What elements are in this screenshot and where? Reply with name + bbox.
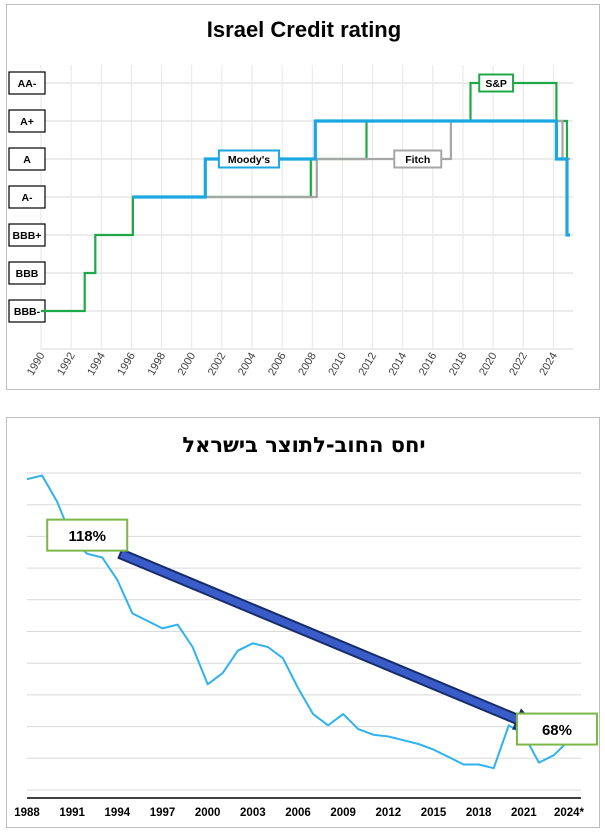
credit-rating-chart-panel: Israel Credit rating BBB- BBB BBB+ A- A A+ AA- 1… [6, 4, 600, 390]
x-tick-label: 1994 [105, 807, 131, 819]
x-tick-label: 2024 [537, 351, 560, 378]
x-tick-label: 2021 [511, 807, 537, 819]
x-tick-label: 2006 [266, 351, 289, 378]
x-tick-label: 2002 [206, 351, 229, 378]
x-tick-label: 2000 [176, 351, 199, 378]
y-tick-label: BBB- [14, 306, 41, 318]
debt-to-gdp-chart-panel: יחס החוב-לתוצר בישראל 1988 1991 1994 1997 200… [6, 417, 600, 828]
x-tick-label: 2020 [477, 351, 500, 378]
y-tick-label-box: A- [8, 185, 46, 209]
x-tick-label: 1990 [25, 351, 48, 378]
credit-rating-chart: Israel Credit rating BBB- BBB BBB+ A- A A+ AA- 1… [8, 17, 573, 378]
series-line-fitch [132, 119, 570, 199]
x-tick-label: 2015 [421, 807, 447, 819]
x-tick-label: 2003 [240, 807, 266, 819]
debt-to-gdp-chart: יחס החוב-לתוצר בישראל 1988 1991 1994 1997 200… [14, 433, 598, 819]
x-tick-label: 1998 [146, 351, 169, 378]
y-tick-label: A- [21, 192, 33, 204]
x-tick-label: 2016 [417, 351, 440, 378]
x-tick-label: 2000 [195, 807, 221, 819]
annotation-text: 118% [68, 528, 106, 545]
y-tick-box [8, 109, 46, 133]
x-tick-label: 1991 [59, 807, 85, 819]
y-tick-label-box: A+ [8, 109, 46, 133]
x-tick-label: 2008 [296, 351, 319, 378]
y-tick-box [8, 71, 46, 95]
y-tick-label-box: BBB- [8, 299, 46, 323]
annotation: 118% [46, 518, 129, 552]
series-label-box [478, 73, 515, 93]
series-label: Moody's [217, 149, 281, 169]
y-tick-box [8, 223, 46, 247]
x-tick-label: 1992 [55, 351, 78, 378]
x-tick-label: 1988 [14, 807, 40, 819]
y-tick-box [8, 147, 46, 171]
y-tick-label: BBB+ [13, 230, 42, 242]
x-tick-label: 1996 [115, 351, 138, 378]
series-label-text: Fitch [405, 154, 430, 166]
y-tick-label-box: BBB+ [8, 223, 46, 247]
series-line-moodys [132, 119, 570, 237]
series-label-text: S&P [485, 78, 507, 90]
x-tick-label: 2012 [376, 807, 402, 819]
x-tick-label: 1997 [150, 807, 176, 819]
x-tick-label: 2009 [330, 807, 356, 819]
x-tick-label: 1994 [85, 351, 108, 378]
y-tick-box [8, 261, 46, 285]
y-tick-box [8, 185, 46, 209]
x-tick-label: 2010 [326, 351, 349, 378]
x-tick-label: 2004 [236, 351, 259, 378]
x-tick-label: 2018 [466, 807, 492, 819]
gridlines [40, 65, 573, 350]
x-tick-label: 2018 [447, 351, 470, 378]
y-tick-label: AA- [18, 78, 37, 90]
x-tick-label: 2024* [554, 807, 585, 819]
y-tick-label: BBB [16, 268, 39, 280]
y-tick-label-box: A [8, 147, 46, 171]
trend-arrow [117, 548, 538, 730]
annotation-box [515, 712, 598, 746]
annotation: 68% [515, 712, 598, 746]
series-label-text: Moody's [228, 154, 270, 166]
y-tick-label: A [23, 154, 31, 166]
series-label-box [393, 149, 443, 169]
x-tick-label: 2022 [507, 351, 530, 378]
x-tick-label: 2014 [387, 351, 410, 378]
series-label: Fitch [393, 149, 443, 169]
chart-title: יחס החוב-לתוצר בישראל [182, 433, 425, 457]
series-label: S&P [478, 73, 515, 93]
y-tick-label: A+ [20, 116, 34, 128]
chart-title: Israel Credit rating [207, 17, 401, 42]
y-tick-label-box: AA- [8, 71, 46, 95]
y-tick-label-box: BBB [8, 261, 46, 285]
debt-to-gdp-line [26, 474, 570, 770]
series-label-box [217, 149, 281, 169]
annotation-box [46, 518, 129, 552]
x-tick-label: 2012 [357, 351, 380, 378]
annotation-text: 68% [542, 722, 572, 739]
x-tick-label: 2006 [285, 807, 311, 819]
